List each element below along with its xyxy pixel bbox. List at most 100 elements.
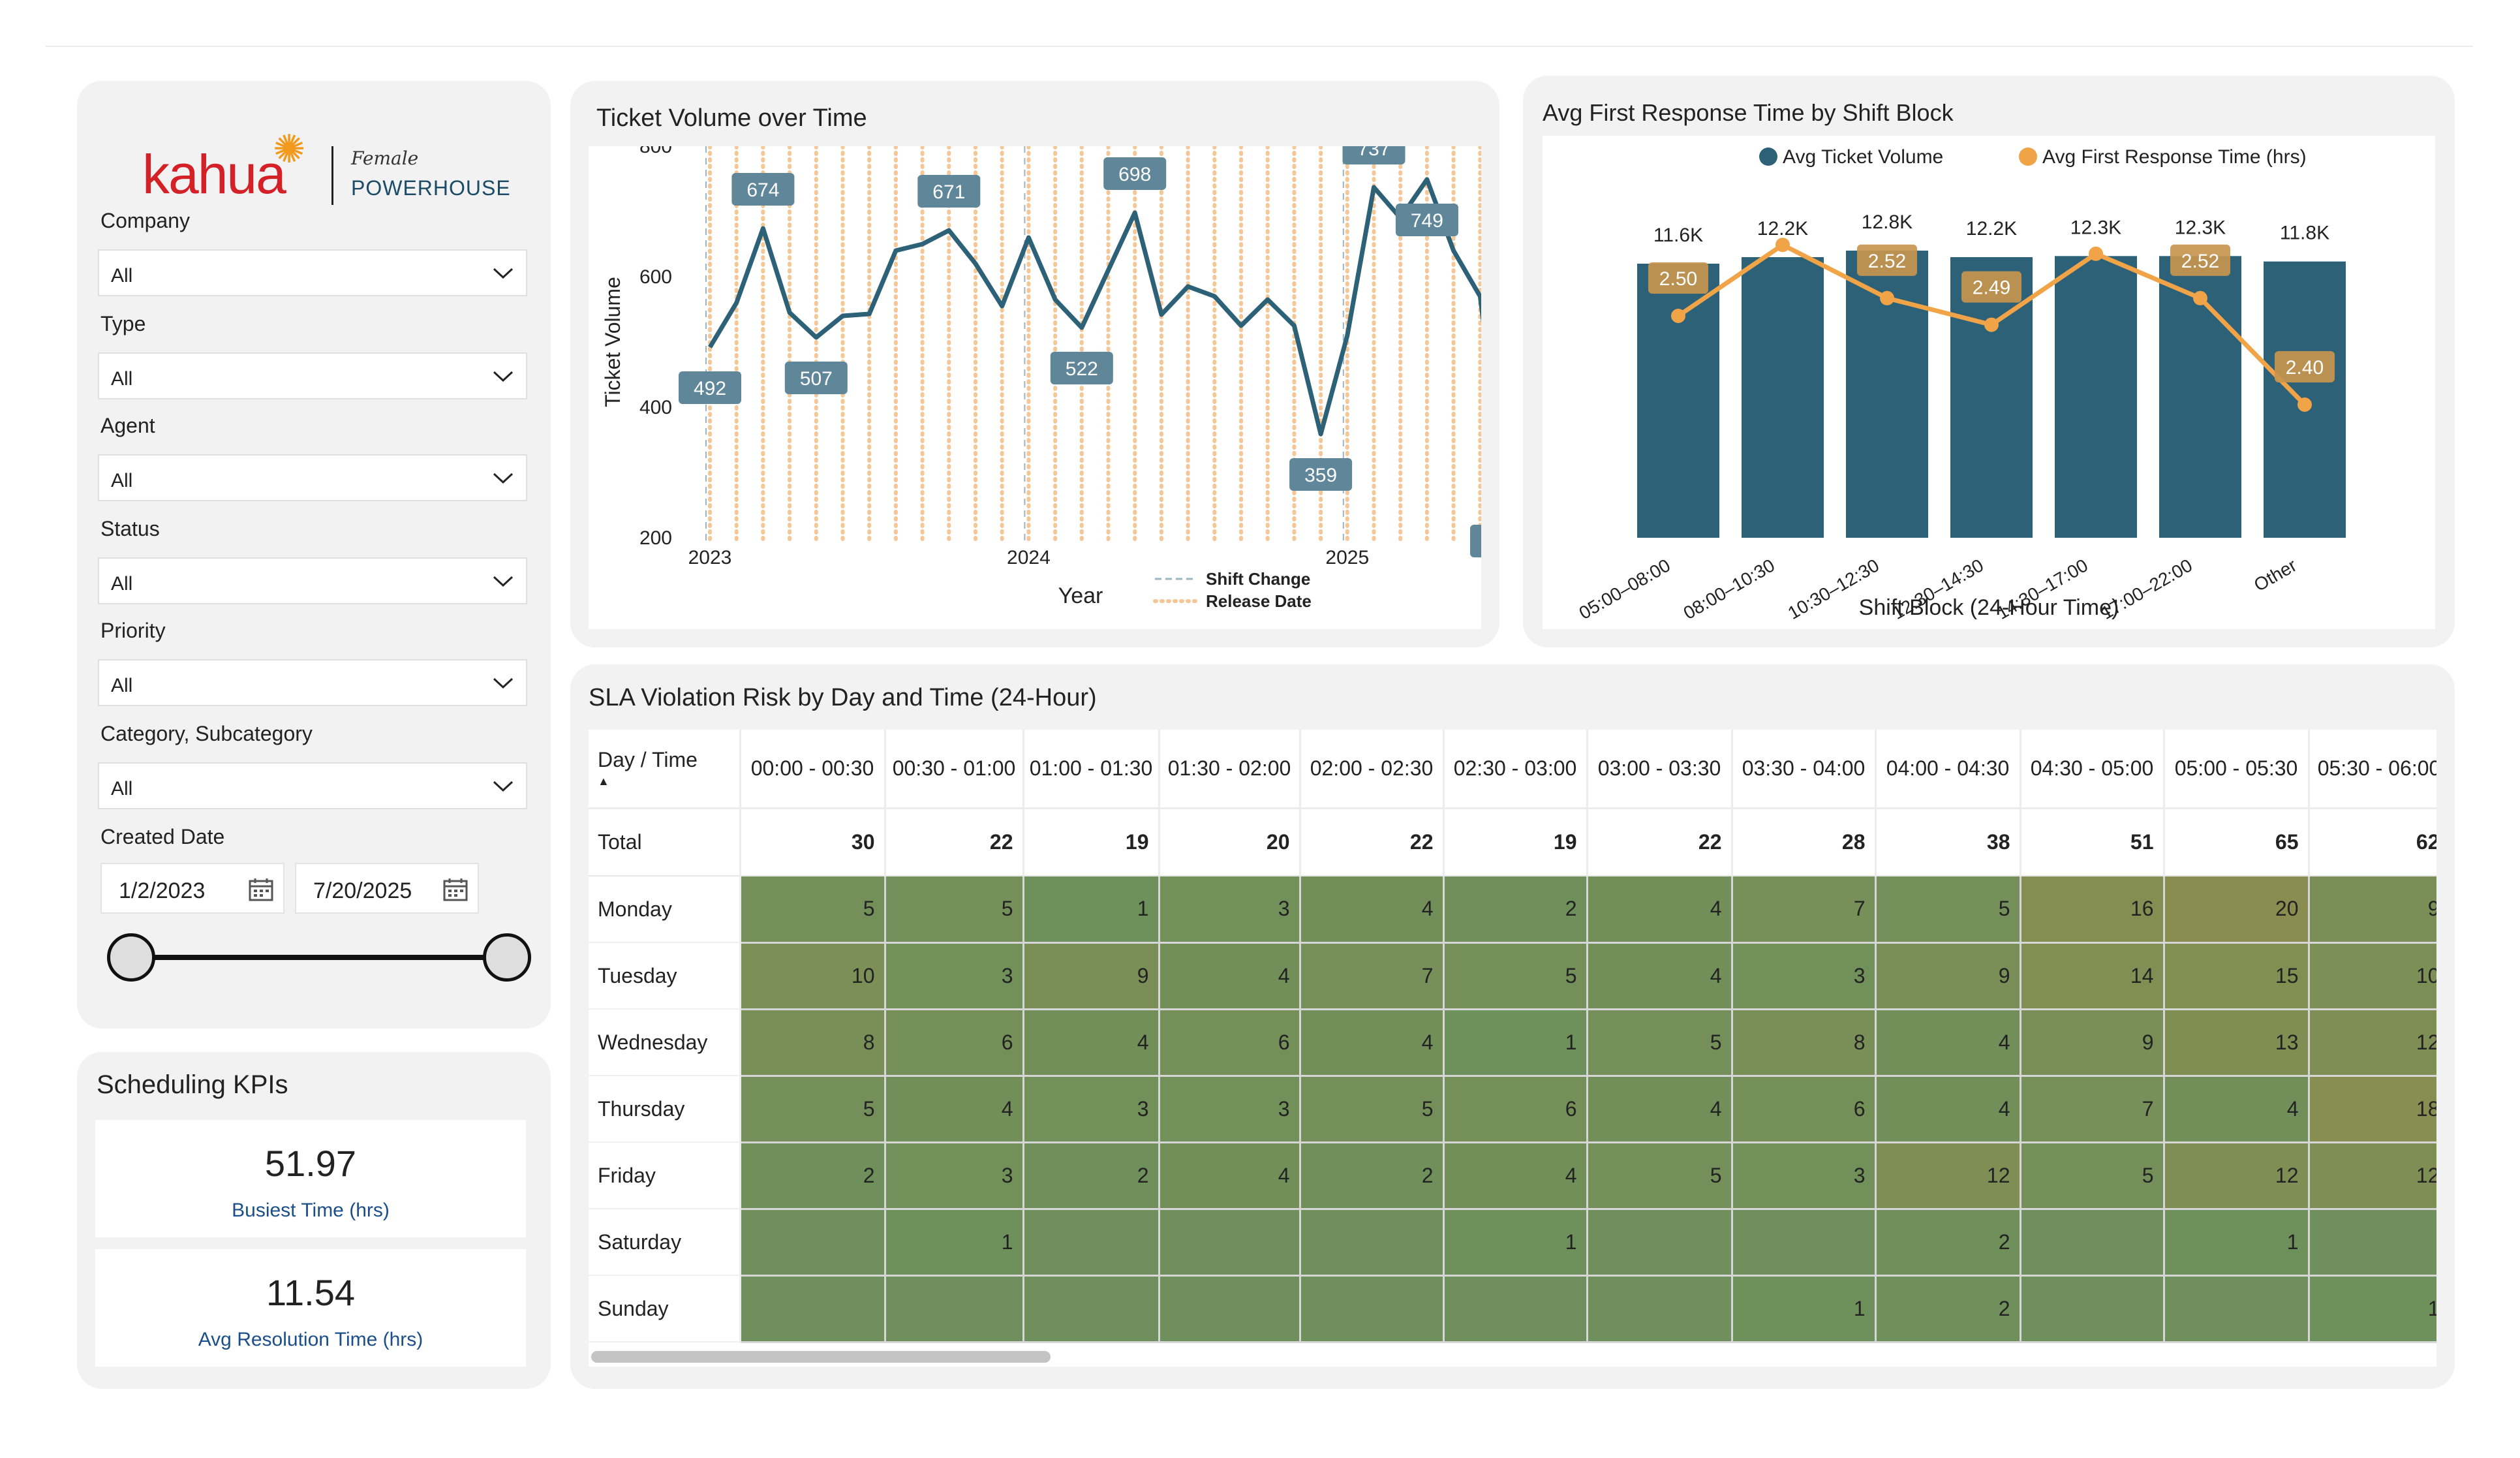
heatmap-cell[interactable]: 8 — [740, 1009, 886, 1077]
heatmap-cell[interactable]: 4 — [885, 1076, 1024, 1143]
heatmap-cell[interactable]: 4 — [1159, 942, 1301, 1010]
heatmap-cell[interactable]: 5 — [740, 876, 886, 944]
heatmap-cell[interactable]: 9 — [1875, 942, 2021, 1010]
heatmap-cell[interactable]: 3 — [1159, 876, 1301, 944]
heatmap-cell[interactable] — [1732, 1209, 1877, 1277]
heatmap-cell[interactable]: 9 — [2309, 876, 2436, 944]
heatmap-cell[interactable] — [1587, 1209, 1733, 1277]
heatmap-cell[interactable]: 3 — [885, 1142, 1024, 1210]
heatmap-cell[interactable]: 5 — [2020, 1142, 2165, 1210]
column-header[interactable]: 00:30 - 01:00 — [885, 730, 1024, 809]
heatmap-cell[interactable]: 5 — [1587, 1142, 1733, 1210]
column-header[interactable]: 01:00 - 01:30 — [1023, 730, 1160, 809]
heatmap-cell[interactable]: 15 — [2164, 942, 2310, 1010]
heatmap-cell[interactable]: 6 — [885, 1009, 1024, 1077]
column-header[interactable]: 05:30 - 06:00 — [2309, 730, 2436, 809]
heatmap-cell[interactable]: 12 — [1875, 1142, 2021, 1210]
heatmap-cell[interactable]: 4 — [1587, 876, 1733, 944]
column-header[interactable]: 02:30 - 03:00 — [1443, 730, 1588, 809]
heatmap-cell[interactable]: 2 — [1443, 876, 1588, 944]
heatmap-cell[interactable]: 2 — [1875, 1209, 2021, 1277]
priority-dropdown[interactable]: All — [98, 659, 527, 706]
heatmap-cell[interactable] — [2309, 1209, 2436, 1277]
heatmap-cell[interactable] — [1300, 1275, 1445, 1343]
heatmap-cell[interactable]: 5 — [1587, 1009, 1733, 1077]
heatmap-cell[interactable] — [1023, 1275, 1160, 1343]
agent-dropdown[interactable]: All — [98, 454, 527, 501]
heatmap-cell[interactable]: 5 — [1443, 942, 1588, 1010]
heatmap-cell[interactable]: 6 — [1159, 1009, 1301, 1077]
heatmap-cell[interactable]: 12 — [2164, 1142, 2310, 1210]
heatmap-cell[interactable]: 4 — [1875, 1076, 2021, 1143]
heatmap-cell[interactable] — [1023, 1209, 1160, 1277]
heatmap-cell[interactable]: 6 — [1443, 1076, 1588, 1143]
type-dropdown[interactable]: All — [98, 352, 527, 399]
heatmap-cell[interactable]: 9 — [1023, 942, 1160, 1010]
heatmap-cell[interactable] — [1443, 1275, 1588, 1343]
heatmap-cell[interactable]: 4 — [2164, 1076, 2310, 1143]
heatmap-cell[interactable] — [1159, 1209, 1301, 1277]
heatmap-cell[interactable]: 20 — [2164, 876, 2310, 944]
heatmap-cell[interactable]: 13 — [2164, 1009, 2310, 1077]
heatmap-cell[interactable]: 8 — [1732, 1009, 1877, 1077]
heatmap-cell[interactable] — [1587, 1275, 1733, 1343]
start-date-input[interactable]: 1/2/2023 — [100, 863, 284, 914]
heatmap-cell[interactable]: 5 — [1875, 876, 2021, 944]
heatmap-cell[interactable]: 10 — [740, 942, 886, 1010]
heatmap-cell[interactable]: 2 — [1875, 1275, 2021, 1343]
heatmap-cell[interactable]: 2 — [1300, 1142, 1445, 1210]
heatmap-cell[interactable]: 4 — [1300, 876, 1445, 944]
heatmap-cell[interactable]: 4 — [1300, 1009, 1445, 1077]
calendar-icon[interactable] — [442, 877, 469, 902]
column-header[interactable]: 05:00 - 05:30 — [2164, 730, 2310, 809]
heatmap-cell[interactable]: 3 — [885, 942, 1024, 1010]
column-header[interactable]: 03:30 - 04:00 — [1732, 730, 1877, 809]
heatmap-cell[interactable]: 4 — [1587, 942, 1733, 1010]
heatmap-cell[interactable]: 1 — [2309, 1275, 2436, 1343]
heatmap-cell[interactable]: 2 — [740, 1142, 886, 1210]
heatmap-cell[interactable]: 3 — [1023, 1076, 1160, 1143]
heatmap-cell[interactable] — [2164, 1275, 2310, 1343]
end-date-input[interactable]: 7/20/2025 — [295, 863, 479, 914]
date-range-start-handle[interactable] — [107, 933, 155, 982]
heatmap-cell[interactable] — [885, 1275, 1024, 1343]
heatmap-cell[interactable] — [740, 1275, 886, 1343]
column-header[interactable]: 02:00 - 02:30 — [1300, 730, 1445, 809]
heatmap-cell[interactable]: 5 — [885, 876, 1024, 944]
heatmap-cell[interactable]: 4 — [1443, 1142, 1588, 1210]
category-dropdown[interactable]: All — [98, 762, 527, 809]
heatmap-cell[interactable]: 4 — [1875, 1009, 2021, 1077]
heatmap-cell[interactable] — [2020, 1209, 2165, 1277]
heatmap-cell[interactable]: 1 — [885, 1209, 1024, 1277]
heatmap-cell[interactable]: 7 — [2020, 1076, 2165, 1143]
heatmap-cell[interactable] — [740, 1209, 886, 1277]
heatmap-cell[interactable]: 1 — [1732, 1275, 1877, 1343]
heatmap-cell[interactable]: 4 — [1159, 1142, 1301, 1210]
heatmap-cell[interactable]: 16 — [2020, 876, 2165, 944]
heatmap-cell[interactable]: 1 — [1443, 1209, 1588, 1277]
column-header[interactable]: 04:00 - 04:30 — [1875, 730, 2021, 809]
column-header[interactable]: 03:00 - 03:30 — [1587, 730, 1733, 809]
heatmap-cell[interactable]: 10 — [2309, 942, 2436, 1010]
heatmap-cell[interactable]: 14 — [2020, 942, 2165, 1010]
date-range-slider-track[interactable] — [131, 955, 506, 960]
calendar-icon[interactable] — [248, 877, 274, 902]
date-range-end-handle[interactable] — [483, 933, 531, 982]
sort-ascending-icon[interactable]: ▲ — [598, 775, 609, 788]
heatmap-cell[interactable]: 7 — [1300, 942, 1445, 1010]
column-header[interactable]: 00:00 - 00:30 — [740, 730, 886, 809]
status-dropdown[interactable]: All — [98, 557, 527, 604]
corner-header[interactable]: Day / Time ▲ — [589, 730, 741, 809]
heatmap-cell[interactable]: 3 — [1159, 1076, 1301, 1143]
heatmap-cell[interactable]: 18 — [2309, 1076, 2436, 1143]
heatmap-cell[interactable]: 4 — [1587, 1076, 1733, 1143]
heatmap-cell[interactable] — [1159, 1275, 1301, 1343]
heatmap-cell[interactable]: 1 — [1443, 1009, 1588, 1077]
heatmap-cell[interactable]: 1 — [1023, 876, 1160, 944]
heatmap-cell[interactable]: 3 — [1732, 1142, 1877, 1210]
heatmap-cell[interactable]: 12 — [2309, 1009, 2436, 1077]
heatmap-cell[interactable] — [2020, 1275, 2165, 1343]
heatmap-cell[interactable]: 4 — [1023, 1009, 1160, 1077]
heatmap-cell[interactable]: 12 — [2309, 1142, 2436, 1210]
column-header[interactable]: 01:30 - 02:00 — [1159, 730, 1301, 809]
